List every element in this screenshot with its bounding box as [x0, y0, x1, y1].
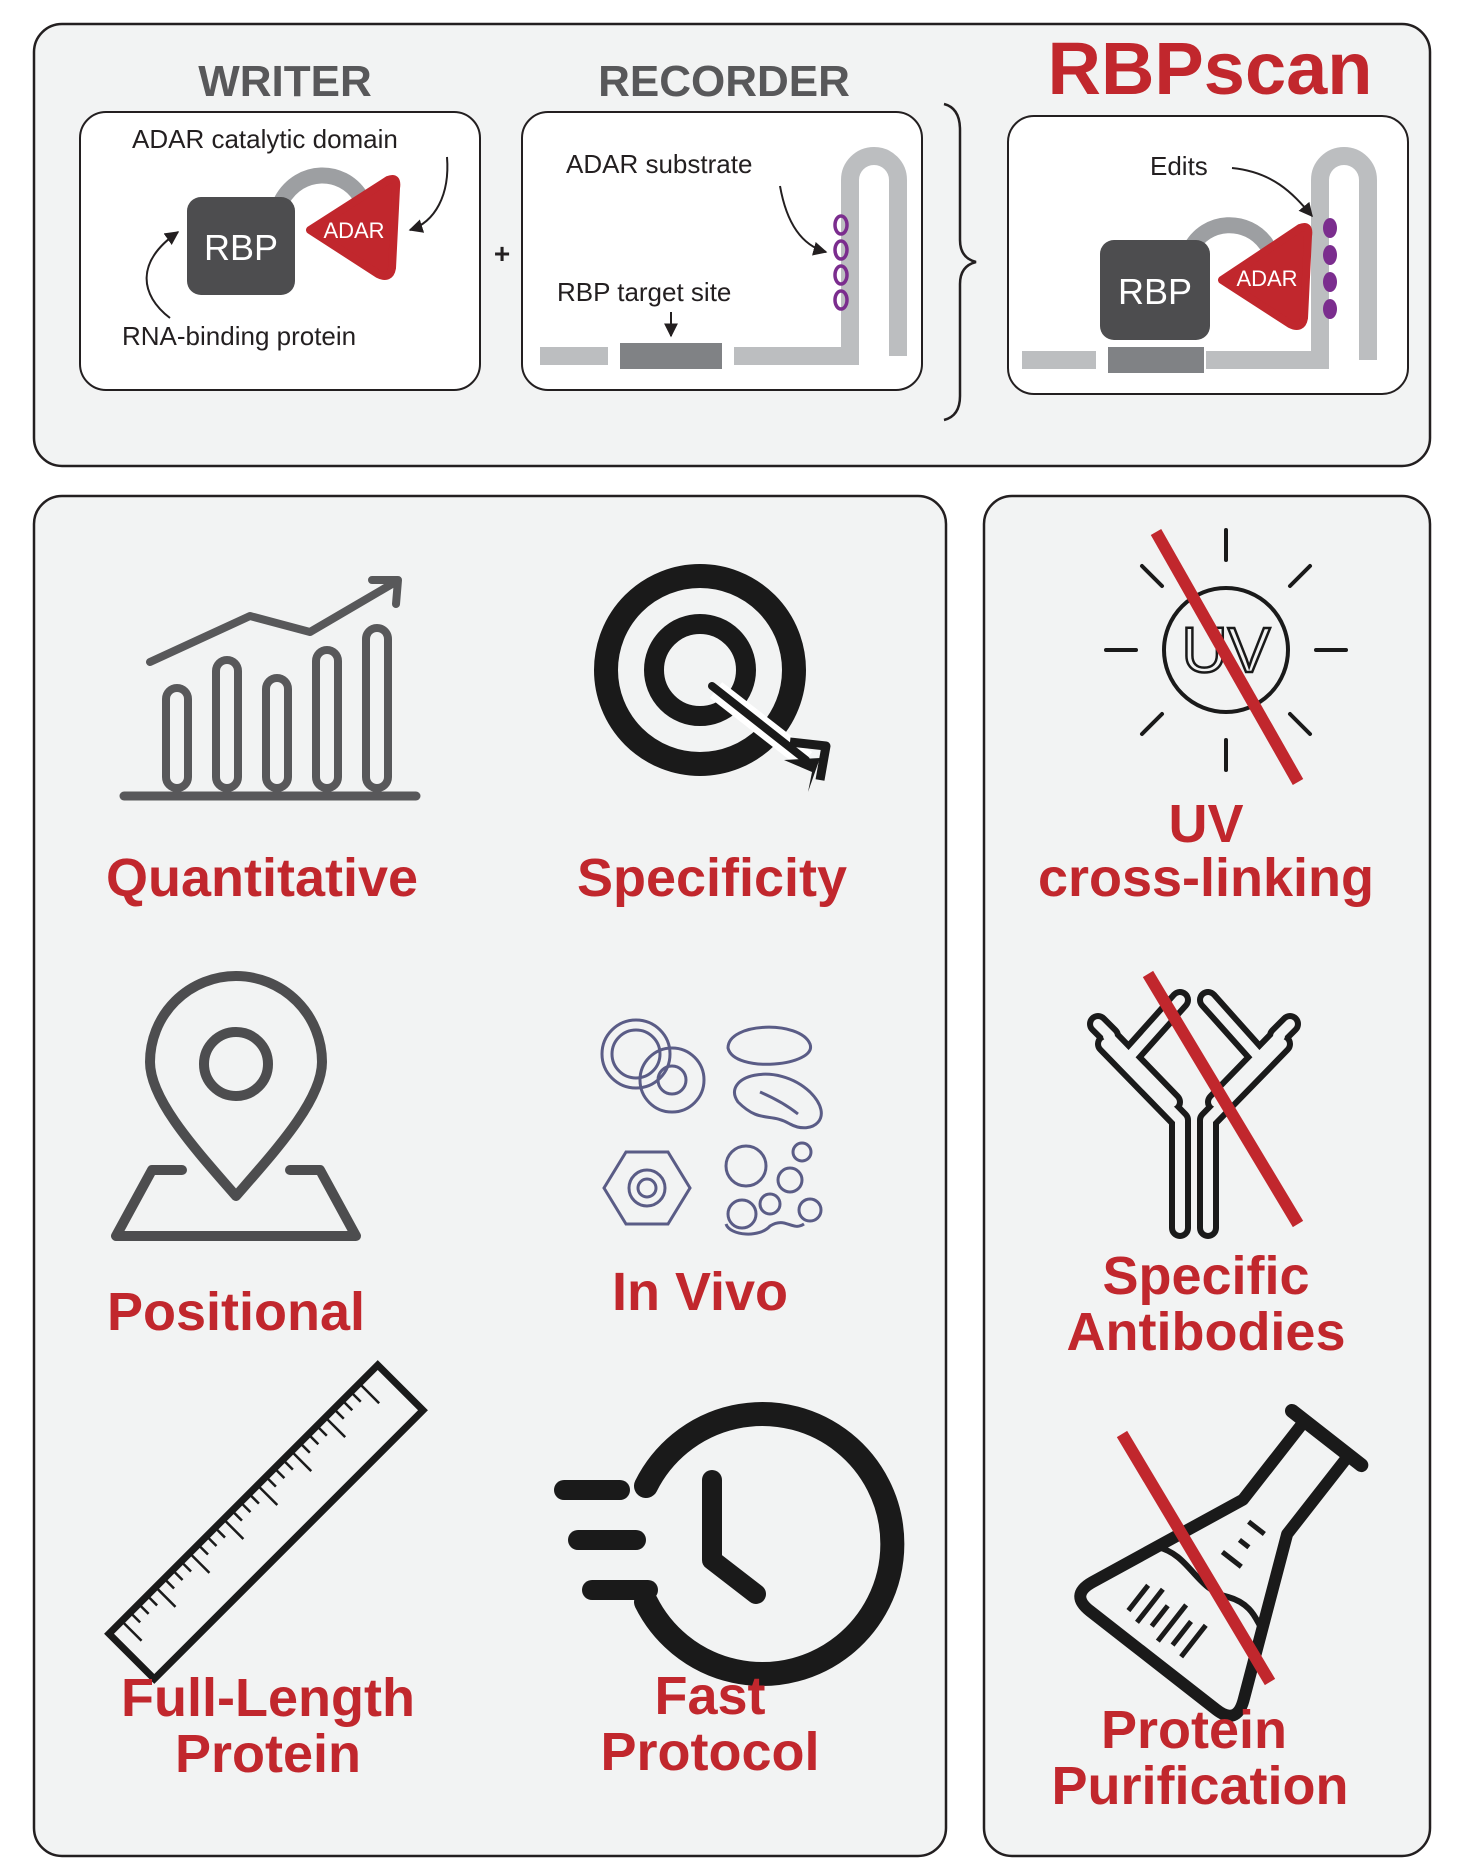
rna-binding-protein-label: RNA-binding protein	[122, 321, 356, 351]
fast-label-2: Protocol	[600, 1722, 819, 1782]
rbpscan-brand: RBPscan	[1048, 27, 1373, 110]
adar-domain-label: ADAR catalytic domain	[132, 124, 398, 154]
substrate-arrow	[779, 185, 828, 256]
edit-sites-empty	[833, 214, 849, 311]
rbp-target-site	[620, 343, 722, 369]
brace	[943, 102, 977, 422]
domain-arrow	[408, 156, 449, 233]
chart-growth-icon	[119, 576, 421, 801]
uv-sun-icon	[1104, 528, 1348, 772]
result-target-site	[1108, 347, 1204, 373]
plus-sign: +	[494, 238, 510, 269]
linker	[274, 167, 368, 208]
result-rbp-text: RBP	[1118, 271, 1192, 312]
adar-triangle	[306, 175, 401, 280]
cells-icon	[600, 1018, 823, 1236]
edit-sites-filled	[1323, 218, 1337, 319]
rna-strand	[540, 147, 907, 365]
result-adar-text: ADAR	[1236, 266, 1297, 291]
edits-label: Edits	[1150, 151, 1208, 181]
full-length-label-1: Full-Length	[121, 1668, 415, 1728]
antibodies-label-2: Antibodies	[1067, 1302, 1346, 1362]
recorder-title: RECORDER	[598, 57, 850, 106]
flask-icon	[1074, 1403, 1369, 1722]
result-adar-triangle	[1218, 223, 1313, 330]
adar-text: ADAR	[323, 218, 384, 243]
target-icon	[594, 564, 831, 792]
uv-label-2: cross-linking	[1038, 848, 1374, 908]
protein-arrow	[145, 231, 180, 319]
writer-title: WRITER	[198, 57, 372, 106]
edits-arrow	[1231, 167, 1313, 218]
map-pin-icon	[111, 971, 361, 1241]
adar-substrate-label: ADAR substrate	[566, 149, 752, 179]
fast-clock-icon	[554, 1402, 905, 1686]
rbp-target-site-label: RBP target site	[557, 277, 731, 307]
uv-strike-slash	[1150, 529, 1304, 785]
antibody-icon	[1087, 989, 1301, 1239]
purification-label-1: Protein	[1101, 1700, 1287, 1760]
quantitative-label: Quantitative	[106, 848, 418, 908]
ruler-icon	[104, 1360, 428, 1684]
result-rbp-block	[1100, 240, 1210, 340]
rbp-block	[187, 197, 295, 295]
advantages-panel: Quantitative Specificity Positional	[32, 494, 948, 1858]
specificity-label: Specificity	[577, 848, 847, 908]
result-rna-strand	[1022, 147, 1377, 369]
advantages-panel-frame	[32, 494, 948, 1858]
positional-label: Positional	[107, 1282, 365, 1342]
uv-label-1: UV	[1168, 794, 1243, 854]
flask-strike-slash	[1116, 1430, 1276, 1686]
recorder-box: ADAR substrate RBP target site	[521, 111, 923, 391]
fast-label-1: Fast	[654, 1666, 765, 1726]
result-box: RBP ADAR Edits	[1007, 115, 1409, 395]
rbp-text: RBP	[204, 227, 278, 268]
purification-label-2: Purification	[1051, 1756, 1348, 1816]
writer-box: RBP ADAR ADAR catalytic domain RNA-bindi…	[79, 111, 481, 391]
full-length-label-2: Protein	[175, 1724, 361, 1784]
top-panel: WRITER RECORDER RBPscan RBP ADAR ADAR ca…	[32, 22, 1432, 468]
antibody-strike-slash	[1142, 970, 1304, 1228]
antibodies-label-1: Specific	[1102, 1246, 1309, 1306]
not-required-panel: UV UV cross-linking Specific Antibodies	[982, 494, 1432, 1858]
in-vivo-label: In Vivo	[612, 1262, 788, 1322]
